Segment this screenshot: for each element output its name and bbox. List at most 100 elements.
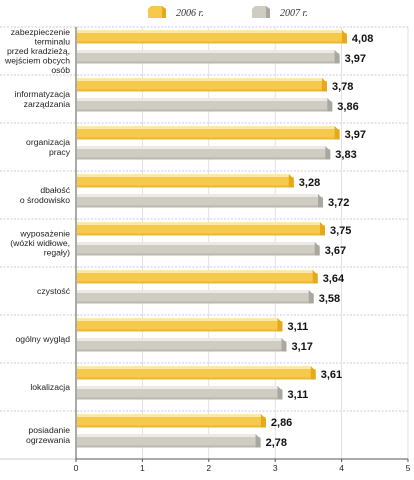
bar-2007-end-face [314, 242, 320, 256]
category-label-line: o środowisko [20, 195, 70, 205]
bar-2007-main-face [77, 389, 283, 400]
bar-2006-shade [77, 377, 311, 380]
bar-2006-main-face [77, 369, 316, 380]
category-label-line: osób [51, 65, 70, 75]
data-label: 3,75 [330, 225, 351, 237]
legend-swatch [148, 6, 162, 18]
legend-swatch [252, 6, 266, 18]
bar-2007 [77, 50, 340, 64]
bar-2007 [77, 146, 331, 160]
bar-2007-shade [77, 157, 326, 160]
category-label-line: ogrzewania [26, 435, 70, 445]
x-tick-label: 2 [206, 463, 211, 473]
category-label-line: wejściem obcych [4, 56, 70, 66]
bar-2007-shade [77, 397, 278, 400]
category-label-line: regały) [44, 248, 70, 258]
category-label-line: lokalizacja [30, 382, 70, 392]
bar-2006-shade [77, 281, 313, 284]
category-label-line: posiadanie [28, 425, 70, 435]
bar-2006-shade [77, 41, 342, 44]
data-label: 3,72 [328, 197, 349, 209]
legend-label: 2006 r. [176, 8, 204, 19]
data-label: 3,97 [345, 129, 366, 141]
category-label: zabezpieczenie terminalu przed kradzieżą, w… [4, 27, 70, 75]
category-label-line: terminalu [35, 36, 71, 46]
bar-2006-main-face [77, 225, 325, 236]
bar-2007-main-face [77, 53, 340, 64]
category-label: posiadanie ogrzewania [26, 425, 70, 445]
bar-2007-shade [77, 349, 282, 352]
bar-2006 [77, 30, 347, 44]
bar-2006-end-face [260, 414, 266, 428]
data-label: 3,11 [288, 321, 309, 333]
data-label: 3,83 [335, 149, 356, 161]
bar-2007 [77, 242, 320, 256]
category-label: informatyzacja zarządzania [15, 89, 71, 109]
bar-2007-end-face [308, 290, 314, 304]
bar-2007 [77, 434, 261, 448]
data-label: 2,86 [271, 417, 292, 429]
bar-2006-shade [77, 329, 278, 332]
bar-2006-end-face [320, 222, 325, 236]
category-label-line: organizacja [26, 137, 70, 147]
bar-2006-end-face [334, 126, 340, 140]
bar-2007-main-face [77, 197, 324, 208]
bar-2007-shade [77, 253, 315, 256]
bar-2006-main-face [77, 273, 318, 284]
bar-2007-end-face [255, 434, 261, 448]
bar-2006-main-face [77, 177, 294, 188]
legend-swatch-side [162, 6, 166, 18]
x-tick-label: 5 [406, 463, 411, 473]
category-label-line: dbałość [40, 185, 70, 195]
data-label: 3,64 [323, 273, 345, 285]
x-tick-label: 0 [74, 463, 79, 473]
bar-2007-main-face [77, 293, 314, 304]
bar-2006-main-face [77, 129, 340, 140]
bar-2007-shade [77, 109, 328, 112]
bar-2006-main-face [77, 417, 266, 428]
category-label-line: pracy [49, 147, 71, 157]
bar-2007 [77, 290, 314, 304]
legend-item: 2006 r. [148, 6, 204, 19]
bar-2007 [77, 98, 333, 112]
x-tick-label: 1 [140, 463, 145, 473]
data-label: 3,78 [332, 81, 353, 93]
data-label: 4,08 [352, 33, 373, 45]
category-label-line: zabezpieczenie [11, 27, 70, 37]
category-label: ogólny wygląd [16, 334, 71, 344]
bar-2007-main-face [77, 101, 333, 112]
category-label-line: wyposażenie [19, 228, 70, 238]
bar-2006-shade [77, 233, 320, 236]
data-label: 2,78 [266, 437, 287, 449]
bar-2007 [77, 386, 283, 400]
category-label-line: ogólny wygląd [16, 334, 71, 344]
category-label-line: zarządzania [24, 99, 71, 109]
data-label: 3,11 [288, 389, 309, 401]
bar-2007-end-face [277, 386, 283, 400]
bar-2006-end-face [288, 174, 294, 188]
bar-2006-end-face [312, 270, 318, 284]
bar-2007 [77, 338, 287, 352]
category-label-line: przed kradzieżą, [7, 46, 70, 56]
bar-2006-shade [77, 89, 322, 92]
legend-label: 2007 r. [280, 8, 308, 19]
data-label: 3,97 [345, 53, 366, 65]
bar-2007-end-face [325, 146, 331, 160]
bar-2007-end-face [327, 98, 333, 112]
data-label: 3,28 [299, 177, 320, 189]
bar-2007-shade [77, 445, 256, 448]
data-label: 3,67 [325, 245, 346, 257]
category-label-line: (wózki widłowe, [10, 238, 70, 248]
bar-2006 [77, 270, 318, 284]
category-label: dbałość o środowisko [20, 185, 71, 205]
bar-2007-end-face [281, 338, 287, 352]
x-tick-label: 3 [273, 463, 278, 473]
legend-item: 2007 r. [252, 6, 308, 19]
bar-2006-main-face [77, 321, 283, 332]
bar-2006 [77, 78, 327, 92]
bar-2006 [77, 414, 266, 428]
bar-2007-main-face [77, 245, 320, 256]
bar-2007-main-face [77, 149, 331, 160]
bar-2006-main-face [77, 33, 347, 44]
